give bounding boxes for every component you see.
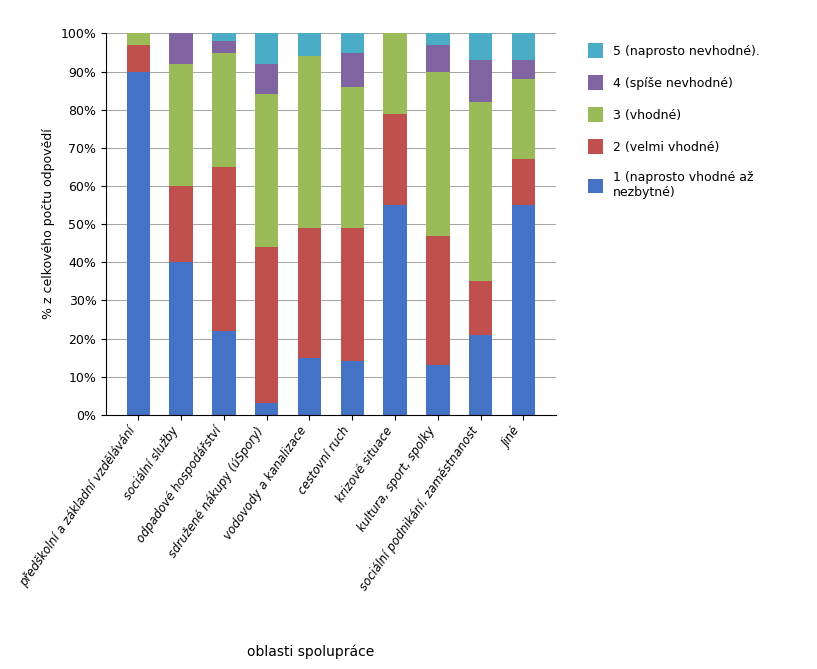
Bar <box>426 33 449 45</box>
Bar <box>255 403 279 415</box>
Bar <box>127 33 150 45</box>
Bar <box>341 361 364 415</box>
Legend: 5 (naprosto nevhodné)., 4 (spíše nevhodné), 3 (vhodné), 2 (velmi vhodné), 1 (nap: 5 (naprosto nevhodné)., 4 (spíše nevhodn… <box>584 39 764 203</box>
Bar <box>469 60 493 102</box>
Bar <box>511 159 535 205</box>
Bar <box>511 33 535 60</box>
Bar <box>426 365 449 415</box>
Bar <box>426 235 449 365</box>
Bar <box>469 33 493 60</box>
Bar <box>212 53 236 167</box>
Bar <box>469 102 493 281</box>
Bar <box>212 167 236 331</box>
Bar <box>297 357 321 415</box>
Bar <box>383 205 407 415</box>
Bar <box>169 64 193 186</box>
Bar <box>255 64 279 94</box>
Bar <box>341 87 364 228</box>
Bar <box>297 56 321 228</box>
Bar <box>341 53 364 87</box>
Bar <box>383 33 407 114</box>
Bar <box>297 33 321 56</box>
Bar <box>469 281 493 334</box>
Bar <box>212 41 236 53</box>
Bar <box>341 228 364 361</box>
Bar <box>169 186 193 262</box>
Bar <box>511 79 535 159</box>
Bar <box>426 45 449 72</box>
Bar <box>169 33 193 64</box>
Text: oblasti spolupráce: oblasti spolupráce <box>247 644 374 658</box>
Bar <box>255 94 279 247</box>
Bar <box>297 228 321 357</box>
Bar <box>127 45 150 72</box>
Bar <box>127 72 150 415</box>
Bar <box>212 331 236 415</box>
Bar <box>341 33 364 53</box>
Bar <box>255 247 279 403</box>
Bar <box>469 334 493 415</box>
Bar <box>511 205 535 415</box>
Bar <box>169 262 193 415</box>
Bar <box>255 33 279 64</box>
Bar <box>212 33 236 41</box>
Bar <box>511 60 535 79</box>
Bar <box>383 114 407 205</box>
Y-axis label: % z celkového počtu odpovědí: % z celkového počtu odpovědí <box>42 128 55 320</box>
Bar <box>426 72 449 235</box>
